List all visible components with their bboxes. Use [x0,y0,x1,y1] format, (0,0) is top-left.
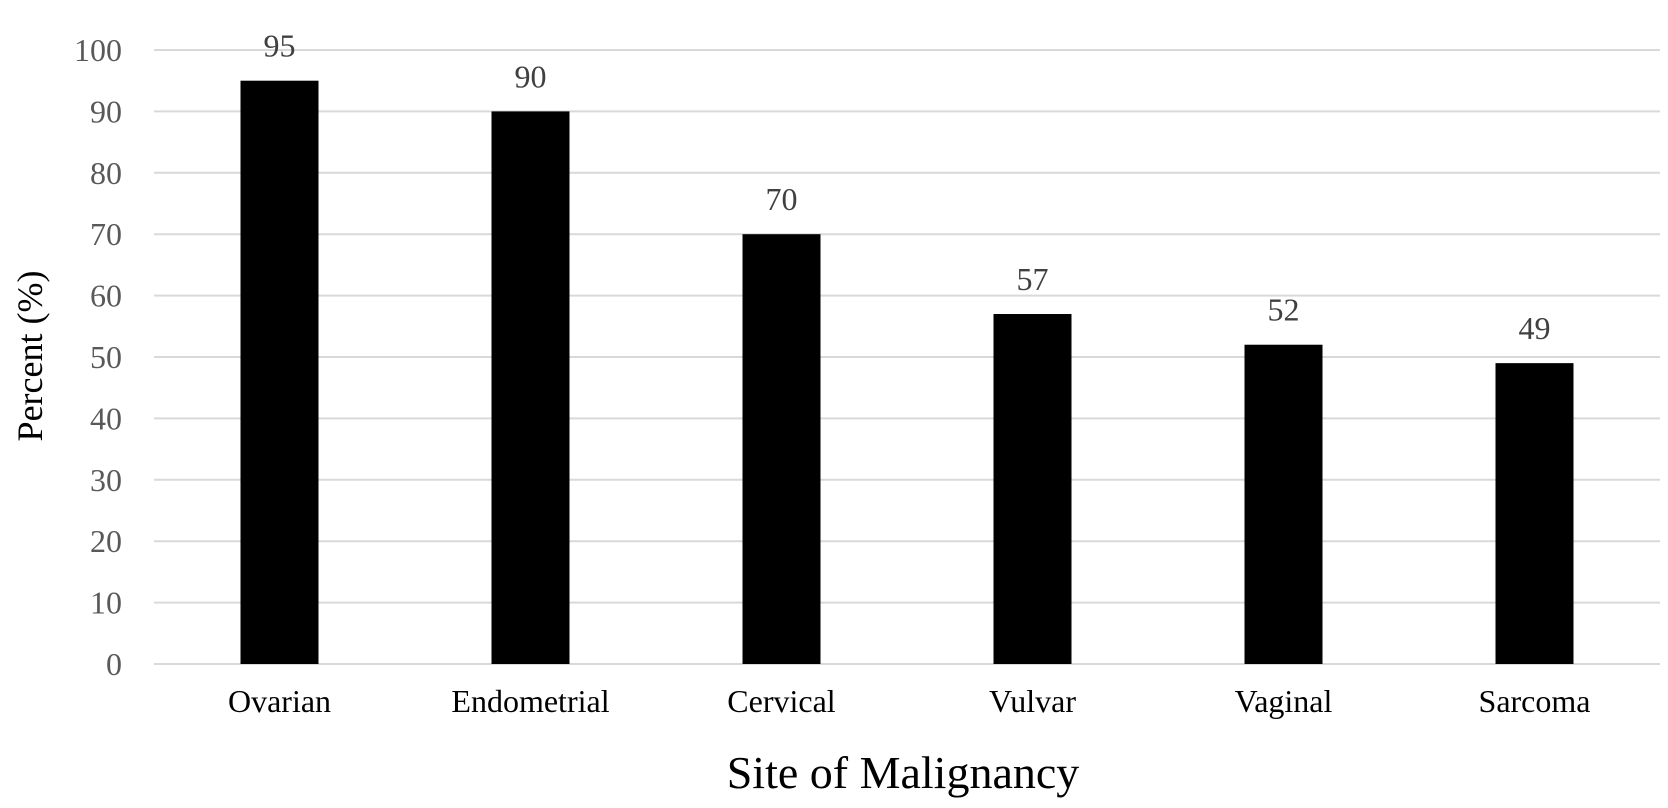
bar-vaginal [1244,344,1323,664]
x-axis-ticks: Ovarian Endometrial Cervical Vulvar Vaginal S… [228,683,1591,719]
y-tick-label: 0 [106,646,122,682]
bar-endometrial [491,111,570,664]
y-tick-label: 20 [90,523,122,559]
x-axis-title: Site of Malignancy [727,747,1080,798]
gridlines [154,49,1660,665]
y-axis-title: Percent (%) [10,271,50,442]
data-labels: 95 90 70 57 52 49 [264,28,1551,346]
x-tick-label-endometrial: Endometrial [451,683,609,719]
y-tick-label: 100 [74,32,122,68]
x-tick-label-cervical: Cervical [727,683,836,719]
data-label-vulvar: 57 [1017,261,1049,297]
y-tick-label: 70 [90,216,122,252]
y-tick-label: 50 [90,339,122,375]
data-label-vaginal: 52 [1268,292,1300,328]
bar-sarcoma [1495,363,1574,664]
x-tick-label-sarcoma: Sarcoma [1479,683,1591,719]
bars [240,80,1574,664]
x-tick-label-vaginal: Vaginal [1235,683,1333,719]
y-axis-ticks: 0 10 20 30 40 50 60 70 80 90 100 [74,32,122,682]
y-tick-label: 80 [90,155,122,191]
data-label-cervical: 70 [766,181,798,217]
y-tick-label: 90 [90,93,122,129]
data-label-ovarian: 95 [264,28,296,64]
bar-cervical [742,234,821,664]
y-tick-label: 10 [90,585,122,621]
data-label-endometrial: 90 [515,58,547,94]
bar-vulvar [993,314,1072,664]
y-tick-label: 30 [90,462,122,498]
x-tick-label-ovarian: Ovarian [228,683,331,719]
y-tick-label: 60 [90,278,122,314]
bar-ovarian [240,80,319,664]
x-tick-label-vulvar: Vulvar [989,683,1076,719]
data-label-sarcoma: 49 [1519,310,1551,346]
y-tick-label: 40 [90,400,122,436]
